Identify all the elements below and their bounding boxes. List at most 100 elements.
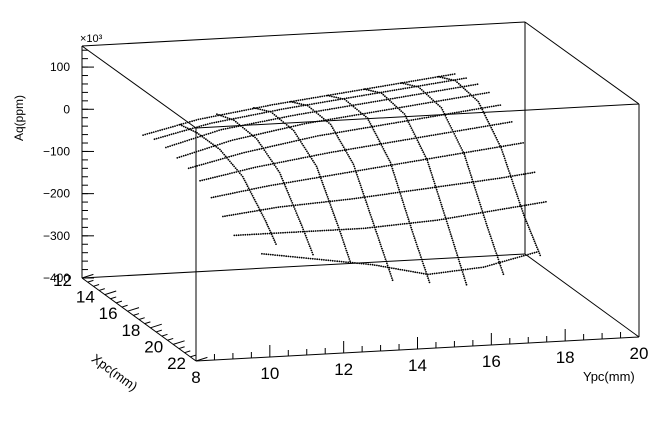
data-point	[212, 143, 214, 146]
data-point	[428, 83, 431, 86]
data-point	[259, 108, 262, 111]
data-point	[455, 97, 458, 99]
data-point	[504, 122, 507, 124]
data-point	[427, 273, 429, 276]
data-point	[204, 148, 206, 150]
data-point	[268, 130, 271, 133]
data-point	[280, 175, 283, 178]
data-point	[337, 98, 339, 101]
data-point	[496, 146, 498, 149]
data-point	[420, 272, 423, 275]
data-point	[426, 158, 429, 160]
data-point	[368, 195, 371, 198]
data-point	[396, 182, 398, 185]
data-point	[375, 194, 377, 197]
data-point	[245, 211, 248, 214]
data-point	[419, 84, 422, 87]
data-point	[290, 140, 293, 143]
data-point	[498, 142, 500, 145]
data-point	[300, 141, 302, 143]
data-point	[337, 226, 340, 229]
data-point	[314, 202, 317, 204]
data-point	[449, 270, 451, 273]
data-point	[184, 154, 187, 157]
data-point	[462, 87, 465, 90]
data-point	[247, 108, 250, 111]
data-point	[454, 130, 457, 133]
data-point	[268, 227, 270, 230]
data-point	[288, 101, 291, 103]
data-point	[150, 131, 153, 134]
data-point	[328, 108, 331, 111]
data-point	[414, 189, 416, 192]
data-point	[501, 269, 503, 271]
data-point	[239, 212, 241, 215]
data-point	[332, 93, 334, 96]
data-point	[372, 167, 375, 170]
data-point	[248, 167, 251, 170]
data-point	[340, 116, 343, 119]
data-point	[184, 140, 186, 143]
data-point	[538, 252, 541, 255]
data-point	[403, 81, 406, 84]
data-point	[189, 127, 192, 130]
data-point	[283, 182, 286, 185]
data-point	[429, 187, 432, 189]
data-point	[312, 96, 315, 99]
data-point	[245, 115, 248, 118]
data-point	[520, 142, 522, 145]
data-point	[339, 106, 342, 109]
data-point	[172, 132, 175, 135]
data-point	[409, 84, 411, 86]
data-point	[275, 129, 277, 132]
data-point	[470, 84, 472, 87]
data-point	[374, 144, 376, 146]
z-tick-label: 0	[63, 102, 70, 116]
data-point	[294, 101, 296, 104]
data-point	[433, 186, 436, 189]
data-point	[268, 119, 270, 122]
data-point	[376, 100, 379, 102]
data-point	[401, 191, 403, 193]
data-point	[446, 119, 449, 121]
data-point	[321, 101, 324, 104]
data-point	[281, 116, 283, 119]
data-point	[191, 152, 194, 155]
data-point	[323, 259, 325, 261]
data-point	[482, 125, 485, 128]
data-point	[518, 205, 521, 208]
data-point	[363, 145, 365, 148]
data-point	[468, 94, 471, 97]
data-point	[420, 256, 422, 258]
data-point	[401, 111, 404, 114]
data-point	[385, 98, 388, 101]
data-point	[271, 235, 274, 238]
data-point	[222, 120, 224, 122]
data-point	[387, 98, 390, 101]
data-point	[394, 107, 397, 110]
data-point	[495, 104, 497, 107]
data-point	[535, 251, 538, 254]
data-point	[301, 230, 304, 233]
data-point	[378, 99, 381, 102]
data-point	[432, 134, 435, 137]
data-point	[409, 104, 412, 107]
data-point	[223, 153, 226, 156]
data-point	[331, 200, 334, 203]
data-point	[395, 83, 397, 85]
data-point	[510, 121, 513, 123]
data-point	[366, 195, 369, 198]
data-point	[296, 180, 299, 182]
data-point	[329, 200, 332, 203]
data-point	[238, 110, 241, 113]
data-point	[310, 97, 313, 100]
y-minor-tick	[161, 333, 168, 337]
data-point	[386, 262, 388, 265]
data-point	[221, 142, 223, 145]
data-point	[311, 111, 314, 113]
data-point	[492, 178, 495, 181]
data-point	[319, 134, 321, 137]
data-point	[245, 109, 248, 111]
data-point	[358, 127, 360, 130]
data-point	[415, 159, 418, 162]
